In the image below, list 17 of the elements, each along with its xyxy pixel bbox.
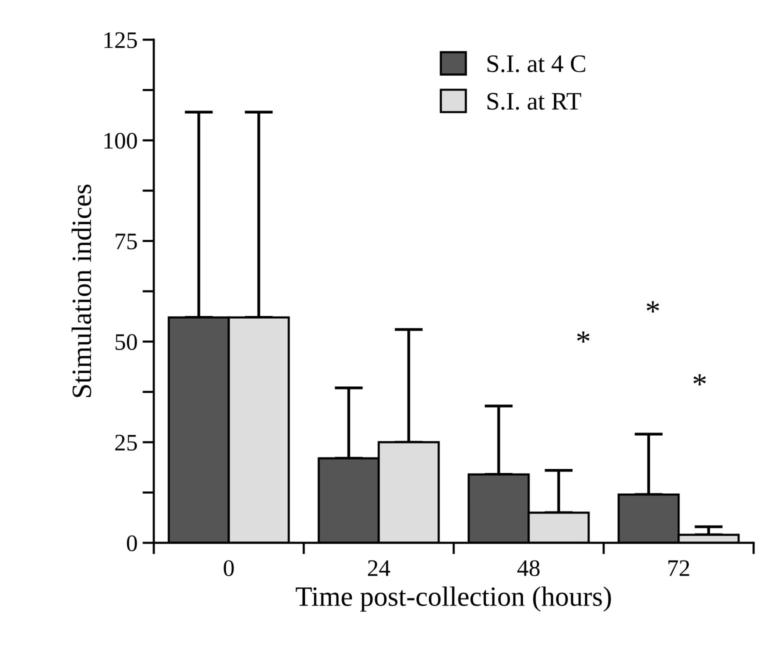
y-axis-title: Stimulation indices xyxy=(72,184,92,398)
x-axis-title: Time post-collection (hours) xyxy=(296,586,611,612)
y-tick-label: 0 xyxy=(126,535,137,552)
y-tick-label: 25 xyxy=(115,434,137,451)
annotation: * xyxy=(693,374,706,386)
y-tick-label: 75 xyxy=(116,234,137,250)
y-tick-label: 125 xyxy=(104,32,137,48)
annotation: * xyxy=(577,331,590,343)
annotation: * xyxy=(646,301,660,312)
legend-label: S.I. at 4 C xyxy=(488,55,586,72)
x-tick-label: 48 xyxy=(517,560,540,576)
x-tick-label: 0 xyxy=(224,560,234,576)
x-tick-label: 72 xyxy=(668,560,690,576)
x-tick-label: 24 xyxy=(368,560,390,576)
legend-label: S.I. at RT xyxy=(488,92,582,110)
y-tick-label: 100 xyxy=(104,132,137,149)
y-tick-label: 50 xyxy=(116,334,137,350)
